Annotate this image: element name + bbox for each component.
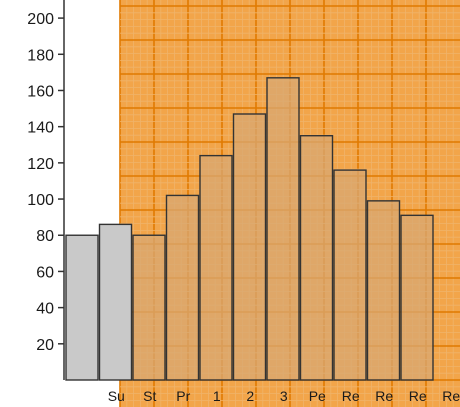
bar-10 [400, 214, 434, 381]
x-tick-label-4: 1 [213, 388, 221, 404]
bar-2 [132, 234, 166, 381]
x-tick-label-1: Su [108, 388, 125, 404]
y-tick-label-60: 60 [36, 264, 54, 281]
y-tick-label-120: 120 [27, 156, 54, 173]
bar-9 [366, 200, 401, 381]
bar-3 [165, 194, 200, 381]
y-tick-label-20: 20 [36, 337, 54, 354]
bar-1 [98, 223, 133, 381]
x-tick-label-8: Re [342, 388, 360, 404]
bar-4 [199, 154, 233, 381]
y-axis: 20 40 60 80 100 120 140 160 180 200 [27, 0, 65, 380]
bar-5 [232, 113, 267, 381]
y-tick-label-180: 180 [27, 47, 54, 64]
x-tick-label-11: Re [442, 388, 460, 404]
x-tick-label-9: Re [375, 388, 393, 404]
y-tick-label-160: 160 [27, 83, 54, 100]
x-tick-label-3: Pr [176, 388, 190, 404]
y-tick-label-80: 80 [36, 228, 54, 245]
bar-7 [299, 135, 334, 381]
bar-6 [266, 77, 300, 381]
bar-0 [65, 234, 99, 381]
x-tick-label-6: 3 [280, 388, 288, 404]
y-tick-label-100: 100 [27, 192, 54, 209]
bar-8 [333, 169, 367, 381]
x-tick-label-10: Re [409, 388, 427, 404]
bars [65, 77, 434, 381]
category-labels: Su St Pr 1 2 3 Pe Re Re Re Re [108, 388, 460, 404]
y-tick-label-140: 140 [27, 120, 54, 137]
y-tick-label-40: 40 [36, 301, 54, 318]
x-tick-label-2: St [143, 388, 156, 404]
y-tick-label-200: 200 [27, 11, 54, 28]
x-tick-label-7: Pe [309, 388, 326, 404]
x-tick-label-5: 2 [246, 388, 254, 404]
